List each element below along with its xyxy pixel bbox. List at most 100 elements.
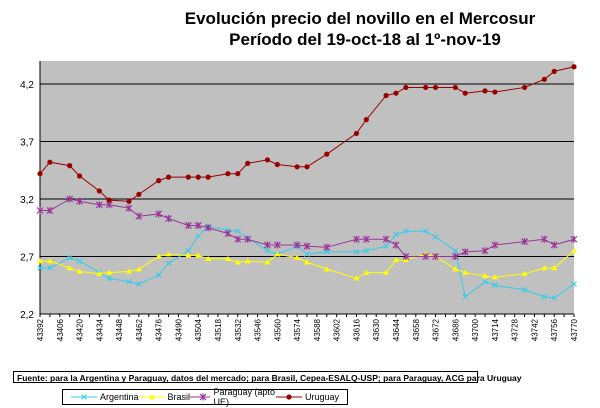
data-point-uruguay <box>235 171 241 177</box>
data-point-brasil <box>521 270 528 276</box>
data-point-brasil <box>541 265 548 271</box>
data-point-brasil <box>383 269 390 275</box>
data-point-paraguay-apto-ue <box>362 235 370 243</box>
legend-item: Uruguay <box>275 392 339 402</box>
data-point-paraguay-apto-ue <box>422 253 430 260</box>
data-point-brasil <box>323 266 330 272</box>
data-point-paraguay-apto-ue <box>234 235 242 243</box>
data-point-uruguay <box>96 188 102 194</box>
data-point-brasil <box>491 274 498 280</box>
data-point-brasil <box>135 266 142 272</box>
data-point-uruguay <box>482 88 488 94</box>
data-point-paraguay-apto-ue <box>491 241 499 249</box>
legend-swatch-icon <box>275 394 302 400</box>
data-point-uruguay <box>37 171 43 177</box>
data-point-uruguay <box>264 157 271 163</box>
data-point-brasil <box>76 268 83 274</box>
data-point-argentina <box>323 249 330 255</box>
data-point-argentina <box>47 265 53 271</box>
legend-swatch-icon <box>190 393 211 401</box>
legend-label: Uruguay <box>304 392 339 402</box>
data-point-uruguay <box>324 151 330 157</box>
data-point-paraguay-apto-ue <box>481 247 489 255</box>
data-point-paraguay-apto-ue <box>451 253 459 260</box>
data-point-argentina <box>76 258 83 264</box>
x-tick-label: 43588 <box>313 318 322 341</box>
data-point-uruguay <box>294 164 300 170</box>
data-point-paraguay-apto-ue <box>382 235 390 243</box>
data-point-brasil <box>571 247 577 253</box>
x-tick-label: 43392 <box>36 318 45 341</box>
data-point-brasil <box>353 275 360 281</box>
data-point-paraguay-apto-ue <box>224 230 232 237</box>
legend-label: Brasil <box>167 392 191 402</box>
x-tick-label: 43770 <box>570 318 579 341</box>
data-point-argentina <box>541 293 548 300</box>
data-point-argentina <box>492 282 498 289</box>
data-point-paraguay-apto-ue <box>165 215 172 223</box>
data-point-uruguay <box>156 178 162 184</box>
data-point-uruguay <box>423 84 429 91</box>
data-point-argentina <box>482 278 488 285</box>
y-tick-label: 2,2 <box>20 310 34 321</box>
data-point-brasil <box>185 252 192 258</box>
x-tick-label: 43462 <box>135 318 144 341</box>
data-point-paraguay-apto-ue <box>293 241 301 249</box>
data-point-argentina <box>37 265 43 271</box>
legend-item: Paraguay (apto UE) <box>190 387 276 407</box>
data-point-argentina <box>521 286 528 293</box>
data-point-argentina <box>393 231 399 238</box>
data-point-uruguay <box>245 160 251 166</box>
data-point-paraguay-apto-ue <box>66 195 74 203</box>
data-point-argentina <box>353 249 360 255</box>
chart-subtitle: Período del 19-oct-18 al 1º-nov-19 <box>229 30 501 49</box>
data-point-argentina <box>432 234 439 240</box>
data-point-argentina <box>234 228 241 235</box>
data-point-brasil <box>393 256 399 263</box>
legend-label: Argentina <box>100 392 139 402</box>
x-tick-label: 43406 <box>56 318 65 341</box>
data-point-uruguay <box>47 159 53 165</box>
data-point-uruguay <box>76 173 83 179</box>
series-line-uruguay <box>39 66 575 202</box>
data-point-argentina <box>571 281 577 287</box>
data-point-brasil <box>195 252 202 258</box>
data-point-uruguay <box>403 84 409 91</box>
data-point-argentina <box>126 278 132 285</box>
x-tick-label: 43742 <box>530 318 539 341</box>
data-point-uruguay <box>462 90 468 96</box>
series-line-brasil <box>40 250 575 279</box>
data-point-brasil <box>106 269 113 275</box>
data-point-argentina <box>551 295 558 301</box>
x-tick-label: 43518 <box>214 318 223 341</box>
legend: Argentina Brasil Paraguay (apto UE) Uruguay <box>62 387 348 407</box>
data-point-brasil <box>234 259 241 265</box>
data-point-uruguay <box>185 174 191 180</box>
data-point-uruguay <box>274 161 280 168</box>
data-point-brasil <box>96 270 103 276</box>
data-point-brasil <box>165 251 172 257</box>
data-point-uruguay <box>205 174 211 180</box>
x-tick-label: 43546 <box>254 318 263 341</box>
x-tick-label: 43602 <box>333 318 342 341</box>
data-point-uruguay <box>521 84 528 91</box>
x-tick-label: 43420 <box>76 318 85 341</box>
x-tick-label: 43574 <box>293 318 302 341</box>
data-point-argentina <box>165 260 172 267</box>
data-point-paraguay-apto-ue <box>244 235 252 243</box>
series-uruguay <box>37 64 577 204</box>
data-point-paraguay-apto-ue <box>323 243 331 251</box>
data-point-paraguay-apto-ue <box>125 204 133 212</box>
chart-title: Evolución precio del novillo en el Merco… <box>184 9 536 28</box>
data-point-brasil <box>37 258 43 264</box>
line-chart: 2,2 2,7 3,2 3,7 4,2 43392 43406 43420 43434 43448… <box>20 61 579 341</box>
data-point-argentina <box>136 281 142 287</box>
x-tick-label: 43448 <box>115 318 124 341</box>
data-point-paraguay-apto-ue <box>264 241 271 249</box>
data-point-argentina <box>155 272 162 278</box>
data-point-paraguay-apto-ue <box>570 235 578 243</box>
data-point-brasil <box>66 265 73 271</box>
data-point-brasil <box>274 251 281 257</box>
data-point-brasil <box>304 259 310 265</box>
x-tick-label: 43616 <box>352 318 361 341</box>
